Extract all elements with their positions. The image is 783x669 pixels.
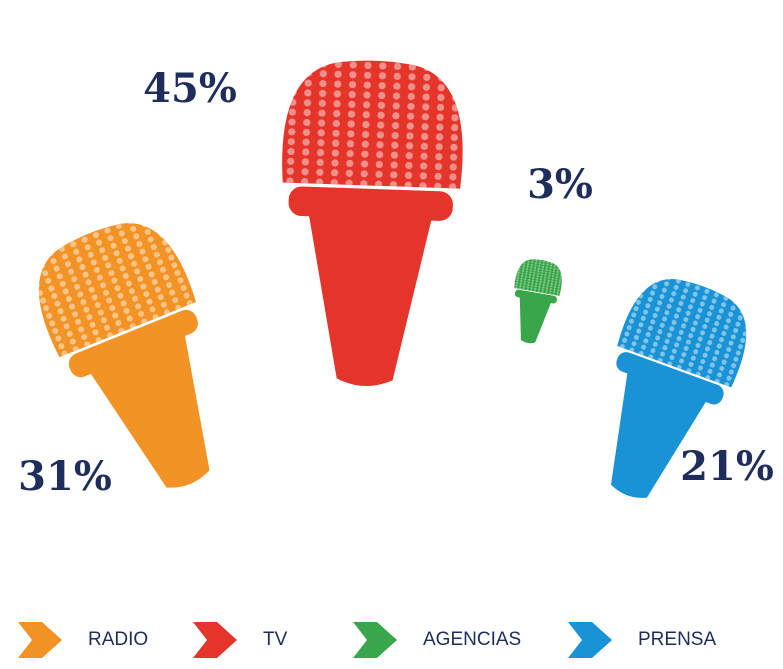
mic-collar [514, 289, 557, 304]
mic-handle [308, 209, 433, 386]
mic-mesh [617, 279, 747, 388]
legend-swatch [568, 622, 612, 658]
value-label: 3% [527, 161, 593, 208]
mic-collar [68, 309, 198, 378]
legend-swatch [193, 622, 237, 658]
legend-label: AGENCIAS [423, 629, 521, 650]
microphone [514, 259, 562, 344]
value-label: 21% [680, 443, 774, 490]
mic-handle [519, 295, 552, 344]
mic-collar [616, 352, 724, 405]
mic-collar [288, 186, 453, 221]
microphone [282, 60, 463, 386]
legend-swatch [353, 622, 397, 658]
microphone [610, 279, 747, 498]
mic-handle [610, 368, 709, 498]
mic-handle [87, 330, 210, 488]
mic-mesh [282, 60, 463, 189]
value-label: 45% [143, 65, 237, 112]
legend-label: TV [263, 629, 288, 650]
value-label: 31% [18, 453, 112, 500]
legend-label: RADIO [88, 629, 148, 650]
legend-swatch [18, 622, 62, 658]
legend-label: PRENSA [638, 629, 716, 650]
mic-mesh [38, 223, 197, 358]
microphone [38, 223, 210, 488]
mic-mesh [514, 259, 562, 296]
